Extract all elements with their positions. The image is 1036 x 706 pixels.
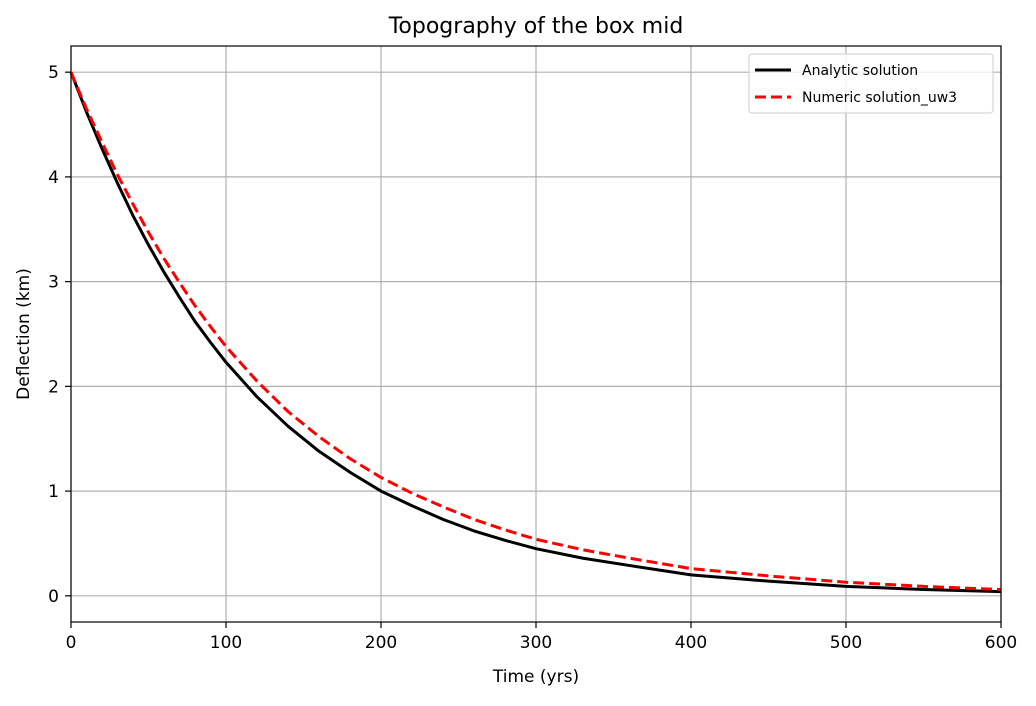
legend: Analytic solution Numeric solution_uw3 xyxy=(748,53,994,114)
x-axis-label: Time (yrs) xyxy=(492,667,579,687)
y-tick-label: 4 xyxy=(48,168,59,188)
ticks: 0 100 200 300 400 500 600 0 1 2 3 4 5 xyxy=(48,63,1017,653)
y-tick-label: 5 xyxy=(48,63,59,83)
analytic-solution-line xyxy=(69,71,1002,594)
legend-label-numeric: Numeric solution_uw3 xyxy=(802,90,957,106)
grid xyxy=(70,46,1002,622)
series-lines xyxy=(69,71,1002,594)
x-tick-label: 0 xyxy=(66,633,77,653)
y-tick-label: 3 xyxy=(48,273,59,293)
y-tick-label: 2 xyxy=(48,377,59,397)
x-tick-label: 100 xyxy=(210,633,242,653)
y-axis-label: Deflection (km) xyxy=(14,268,34,400)
x-tick-label: 600 xyxy=(985,633,1017,653)
y-tick-label: 0 xyxy=(48,587,59,607)
x-tick-label: 500 xyxy=(830,633,862,653)
x-tick-label: 200 xyxy=(365,633,397,653)
numeric-solution-line xyxy=(69,71,1002,592)
legend-box xyxy=(748,53,994,114)
x-tick-label: 400 xyxy=(675,633,707,653)
y-tick-label: 1 xyxy=(48,482,59,502)
chart-title: Topography of the box mid xyxy=(388,14,684,39)
legend-label-analytic: Analytic solution xyxy=(802,63,918,79)
x-tick-label: 300 xyxy=(520,633,552,653)
